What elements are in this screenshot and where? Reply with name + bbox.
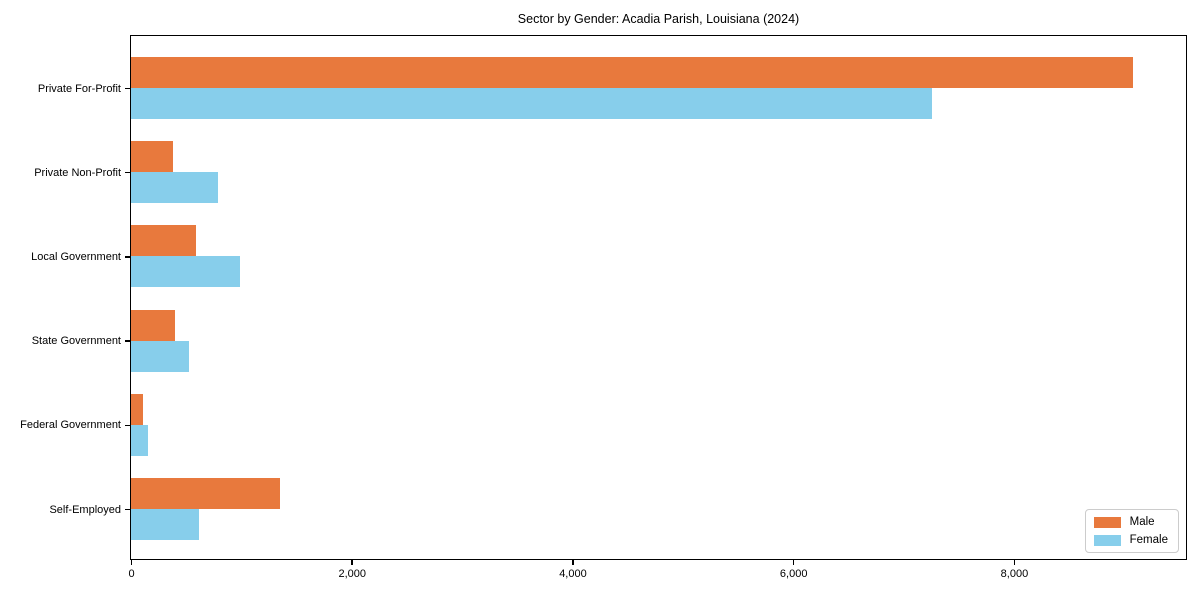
bar-female-private-for-profit — [131, 88, 933, 119]
y-tick — [125, 171, 130, 174]
x-tick — [130, 560, 133, 565]
bar-male-federal-government — [131, 393, 144, 425]
legend-item-male: Male — [1093, 516, 1168, 528]
legend-label-male: Male — [1129, 516, 1155, 528]
bar-female-state-government — [131, 340, 190, 372]
y-category-label-federal-government: Federal Government — [20, 419, 121, 432]
bar-male-local-government — [131, 225, 197, 257]
y-category-label-state-government: State Government — [31, 335, 121, 348]
y-tick — [125, 256, 130, 258]
x-tick-label-0: 0 — [128, 568, 135, 580]
y-category-label-private-for-profit: Private For-Profit — [37, 82, 121, 95]
y-tick — [125, 87, 130, 90]
y-tick — [125, 340, 130, 342]
legend: Male Female — [1084, 509, 1179, 553]
legend-item-female: Female — [1093, 534, 1168, 546]
y-category-label-private-non-profit: Private Non-Profit — [34, 166, 121, 179]
x-tick-label-8-000: 8,000 — [1000, 568, 1029, 580]
bar-female-local-government — [131, 256, 241, 288]
bar-male-self-employed — [131, 478, 280, 509]
legend-label-female: Female — [1129, 534, 1168, 546]
x-tick — [1013, 560, 1016, 565]
y-category-label-local-government: Local Government — [31, 250, 121, 263]
bar-female-federal-government — [131, 424, 148, 456]
x-tick-label-2-000: 2,000 — [338, 568, 366, 580]
chart-title: Sector by Gender: Acadia Parish, Louisia… — [517, 12, 800, 26]
x-tick — [572, 560, 574, 565]
bar-male-state-government — [131, 309, 176, 341]
bar-male-private-for-profit — [131, 57, 1134, 88]
y-category-label-self-employed: Self-Employed — [49, 503, 121, 516]
bar-female-private-non-profit — [131, 172, 219, 204]
x-tick-label-4-000: 4,000 — [559, 568, 587, 580]
female-series-swatch — [1093, 534, 1121, 546]
x-tick — [792, 560, 795, 565]
y-tick — [125, 424, 130, 427]
male-series-swatch — [1093, 516, 1121, 528]
plot-area: Male Female — [130, 35, 1187, 560]
y-tick — [125, 508, 130, 511]
x-tick — [351, 560, 353, 565]
bar-male-private-non-profit — [131, 141, 173, 173]
x-tick-label-6-000: 6,000 — [779, 568, 808, 580]
bar-female-self-employed — [131, 509, 200, 540]
